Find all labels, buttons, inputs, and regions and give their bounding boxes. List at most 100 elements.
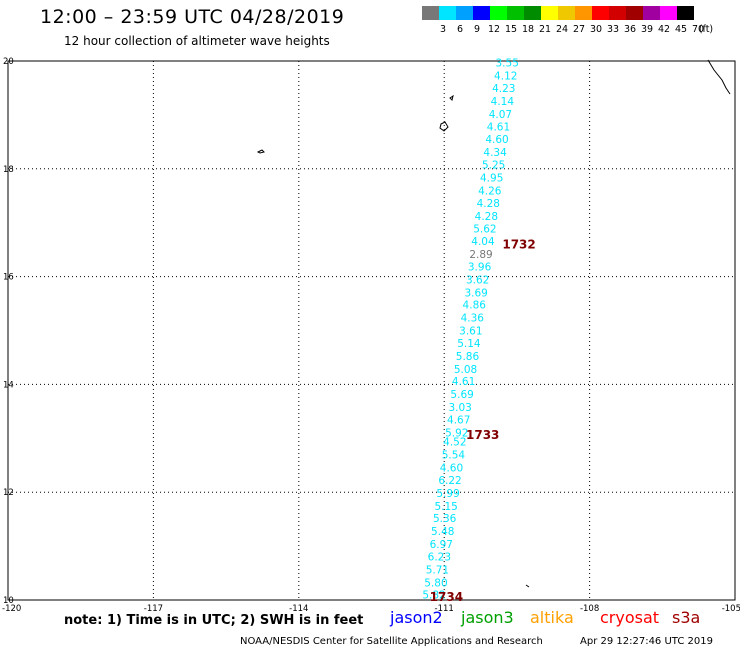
swh-label: 3.96 [468,261,492,273]
x-tick-label: -120 [2,604,21,614]
swh-label: 6.23 [428,551,451,563]
swh-label: 5.15 [434,501,457,513]
x-tick-label: -111 [435,604,454,614]
time-label: 1733 [466,428,499,442]
swh-label: 4.52 [443,437,466,449]
y-tick-label: 12 [3,488,14,498]
y-tick-label: 20 [3,57,14,67]
swh-label: 4.60 [485,134,508,146]
legend-swatch [473,6,490,20]
plot-frame [7,60,736,601]
legend-swatch [439,6,456,20]
swh-label: 5.14 [457,338,481,350]
legend-swatch [609,6,626,20]
swh-label: 5.80 [424,577,447,589]
swh-label: 4.28 [477,198,500,210]
island-shape [449,94,454,101]
swh-label: 3.69 [464,287,487,299]
swh-label: 4.12 [494,71,517,83]
satellite-jason3: jason3 [461,608,514,627]
legend-label: 6 [456,24,464,35]
x-tick-label: -117 [144,604,163,614]
legend-swatch [592,6,609,20]
legend-swatch [677,6,694,20]
legend-label: 70 [691,24,705,35]
swh-label: 3.61 [459,326,482,338]
chart-title: 12:00 – 23:59 UTC 04/28/2019 [40,6,345,28]
y-tick-label: 16 [3,273,14,283]
legend-swatch [660,6,677,20]
legend-label: 45 [674,24,688,35]
time-label: 1734 [430,590,463,604]
swh-label: 5.82 [422,590,445,602]
x-tick-label: -114 [289,604,308,614]
units-note: note: 1) Time is in UTC; 2) SWH is in fe… [64,613,364,628]
swh-label: 5.48 [431,526,454,538]
swh-label: 5.36 [433,513,457,525]
y-tick-label: 18 [3,165,14,175]
swh-label: 4.34 [483,147,507,159]
swh-label: 4.28 [475,211,498,223]
swh-label: 4.95 [480,173,503,185]
swh-label: 5.69 [450,389,473,401]
legend-label: 36 [623,24,637,35]
legend-swatch [558,6,575,20]
legend-label: 15 [504,24,518,35]
swh-label: 4.14 [491,96,515,108]
legend-label: 42 [657,24,671,35]
legend-label: 12 [487,24,501,35]
swh-label: 4.60 [440,462,463,474]
swh-label: 4.04 [471,236,495,248]
legend-swatch [524,6,541,20]
swh-label: 5.25 [482,160,505,172]
satellite-cryosat: cryosat [600,608,660,627]
legend-swatch [643,6,660,20]
credit-text: NOAA/NESDIS Center for Satellite Applica… [240,636,543,647]
swh-label: 2.89 [469,249,492,261]
legend-swatch [541,6,558,20]
time-label: 1732 [502,237,535,251]
island-shape [525,584,530,588]
swh-label: 3.62 [466,274,489,286]
legend-swatch [626,6,643,20]
legend-label: 30 [589,24,603,35]
swh-label: 5.08 [454,364,477,376]
swh-label: 5.99 [436,488,459,500]
legend-label: 24 [555,24,569,35]
legend-swatch [490,6,507,20]
swh-label: 3.55 [496,58,519,70]
legend-label: 9 [473,24,481,35]
y-tick-label: 14 [3,380,14,390]
swh-label: 4.67 [447,415,470,427]
swh-label: 3.03 [448,402,471,414]
legend-label: 21 [538,24,552,35]
satellite-altika: altika [530,608,574,627]
legend-swatch [507,6,524,20]
swh-label: 5.71 [426,564,449,576]
legend-swatch [575,6,592,20]
swh-label: 4.36 [461,313,485,325]
island-shape [439,121,449,132]
swh-label: 5.62 [473,224,496,236]
island-shape [256,149,265,154]
swh-label: 6.97 [430,539,453,551]
legend-swatch [422,6,439,20]
legend-label: 3 [439,24,447,35]
satellite-s3a: s3a [672,608,701,627]
legend-label: 33 [606,24,620,35]
swh-label: 4.61 [487,121,510,133]
satellite-jason2: jason2 [390,608,443,627]
swh-label: 5.54 [442,450,466,462]
timestamp-text: Apr 29 12:27:46 UTC 2019 [580,636,713,647]
swh-label: 6.22 [438,475,461,487]
chart-subtitle: 12 hour collection of altimeter wave hei… [64,34,330,48]
legend-unit: (ft) [698,24,714,35]
legend-label: 27 [572,24,586,35]
x-tick-label: -105 [722,604,740,614]
coastline-shape [707,59,731,95]
x-tick-label: -108 [580,604,599,614]
legend-label: 39 [640,24,654,35]
swh-label: 4.86 [463,300,487,312]
swh-label: 4.07 [489,109,512,121]
